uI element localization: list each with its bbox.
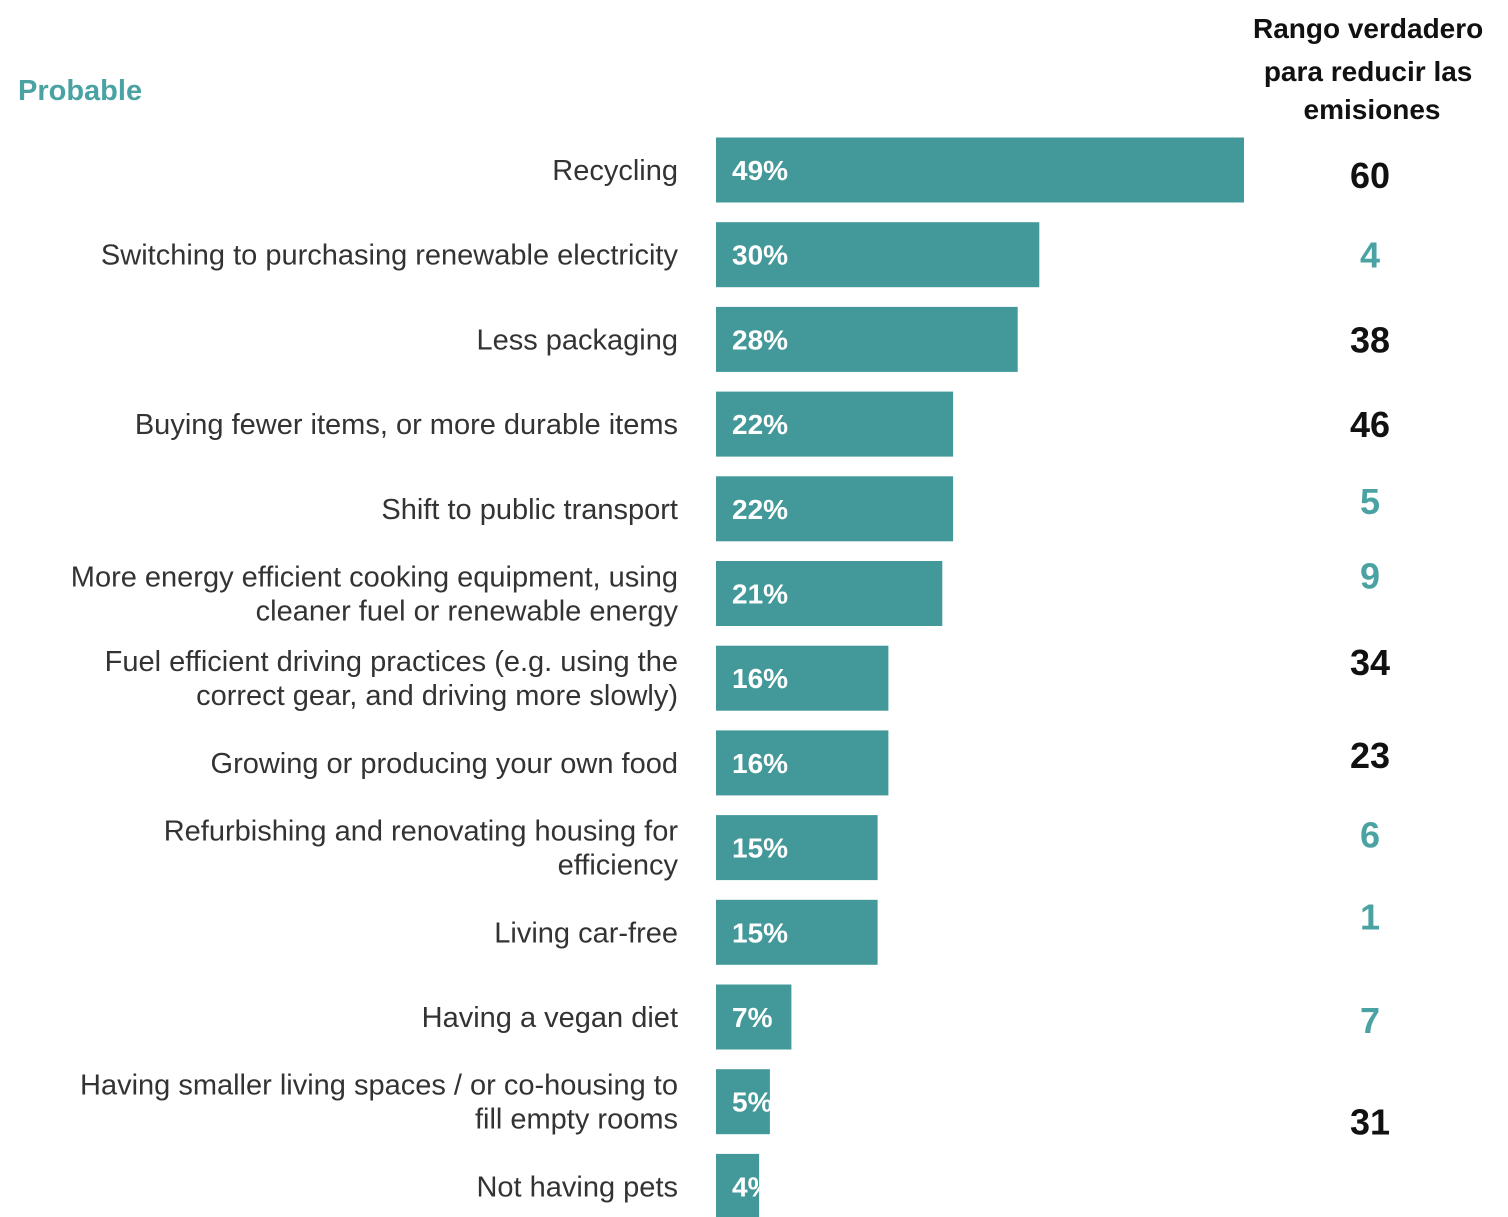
bar-value-label: 21% bbox=[732, 579, 788, 610]
bar bbox=[716, 222, 1040, 288]
category-label-line: Having smaller living spaces / or co-hou… bbox=[80, 1070, 678, 1102]
bar-value-label: 4% bbox=[732, 1171, 773, 1202]
category-label-line: Buying fewer items, or more durable item… bbox=[135, 409, 678, 441]
category-label-line: Recycling bbox=[552, 155, 678, 187]
category-label-line: Shift to public transport bbox=[381, 494, 678, 526]
bar-row: Growing or producing your own food 16% 23 bbox=[211, 730, 1390, 796]
true-rank-label: 23 bbox=[1350, 735, 1390, 776]
category-label-line: Growing or producing your own food bbox=[211, 748, 678, 780]
bar-value-label: 15% bbox=[732, 833, 788, 864]
bar bbox=[716, 561, 943, 626]
true-rank-label: 7 bbox=[1360, 1000, 1380, 1041]
bar bbox=[716, 306, 1018, 372]
true-rank-label: 31 bbox=[1350, 1102, 1390, 1143]
bar-value-label: 7% bbox=[732, 1002, 773, 1033]
category-label-line: Fuel efficient driving practices (e.g. u… bbox=[105, 646, 678, 678]
category-label-line: fill empty rooms bbox=[475, 1104, 678, 1136]
category-label: Switching to purchasing renewable electr… bbox=[101, 240, 679, 272]
category-label: Fuel efficient driving practices (e.g. u… bbox=[105, 646, 678, 712]
category-label-line: Switching to purchasing renewable electr… bbox=[101, 240, 679, 272]
bar-value-label: 49% bbox=[732, 155, 788, 186]
bar-row: More energy efficient cooking equipment,… bbox=[71, 556, 1380, 628]
true-rank-label: 1 bbox=[1360, 896, 1380, 937]
category-label: Having a vegan diet bbox=[422, 1002, 678, 1034]
bar bbox=[716, 476, 954, 542]
category-label-line: Less packaging bbox=[476, 324, 678, 356]
category-label: Recycling bbox=[552, 155, 678, 187]
category-label: Refurbishing and renovating housing for e… bbox=[164, 816, 679, 882]
bar-value-label: 16% bbox=[732, 663, 788, 694]
category-label-line: efficiency bbox=[558, 850, 679, 882]
bar bbox=[716, 1069, 770, 1135]
bar-value-label: 30% bbox=[732, 240, 788, 271]
category-label: Growing or producing your own food bbox=[211, 748, 678, 780]
bar bbox=[716, 984, 792, 1050]
true-rank-label: 38 bbox=[1350, 319, 1390, 360]
category-label-line: Not having pets bbox=[476, 1171, 678, 1203]
bar-row: Shift to public transport 22% 5 bbox=[381, 476, 1380, 542]
bar bbox=[716, 815, 878, 881]
true-rank-label: 34 bbox=[1350, 642, 1390, 683]
category-label: Less packaging bbox=[476, 324, 678, 356]
category-label: Shift to public transport bbox=[381, 494, 678, 526]
bar bbox=[716, 1153, 760, 1217]
category-label-line: Living car-free bbox=[494, 917, 678, 949]
chart-rows: Recycling 49% 60 Switching to purchasing re… bbox=[71, 137, 1390, 1217]
category-label-line: cleaner fuel or renewable energy bbox=[256, 596, 679, 628]
category-label: Living car-free bbox=[494, 917, 678, 949]
bar-row: Fuel efficient driving practices (e.g. u… bbox=[105, 642, 1390, 712]
bar bbox=[716, 899, 878, 965]
bar-value-label: 22% bbox=[732, 494, 788, 525]
bar-row: Recycling 49% 60 bbox=[552, 137, 1390, 203]
bar bbox=[716, 645, 889, 711]
bar-row: Less packaging 28% 38 bbox=[476, 306, 1390, 372]
true-rank-label: 46 bbox=[1350, 404, 1390, 445]
bar-row: Having smaller living spaces / or co-hou… bbox=[80, 1069, 1390, 1143]
bar-row: Living car-free 15% 1 bbox=[494, 896, 1380, 965]
bar-value-label: 15% bbox=[732, 917, 788, 948]
bar-row: Refurbishing and renovating housing for e… bbox=[164, 815, 1380, 882]
category-label-line: Having a vegan diet bbox=[422, 1002, 678, 1034]
category-label: Buying fewer items, or more durable item… bbox=[135, 409, 678, 441]
category-label-line: correct gear, and driving more slowly) bbox=[196, 680, 678, 712]
category-label: More energy efficient cooking equipment,… bbox=[71, 562, 679, 628]
rank-header-line: emisiones bbox=[1304, 94, 1441, 125]
true-rank-label: 5 bbox=[1360, 481, 1380, 522]
bar-value-label: 5% bbox=[732, 1087, 773, 1118]
category-label-line: Refurbishing and renovating housing for bbox=[164, 816, 679, 848]
true-rank-label: 60 bbox=[1350, 155, 1390, 196]
rank-header-line: Rango verdadero bbox=[1253, 13, 1483, 44]
true-rank-label: 25 bbox=[1350, 1211, 1390, 1217]
rank-column-header: Rango verdadero para reducir las emision… bbox=[1253, 13, 1491, 125]
bar bbox=[716, 391, 954, 457]
bar-value-label: 16% bbox=[732, 748, 788, 779]
true-rank-label: 9 bbox=[1360, 556, 1380, 597]
bar bbox=[716, 730, 889, 796]
chart-title: Probable bbox=[18, 75, 142, 107]
true-rank-label: 6 bbox=[1360, 815, 1380, 856]
bar-row: Switching to purchasing renewable electr… bbox=[101, 222, 1380, 288]
category-label: Not having pets bbox=[476, 1171, 678, 1203]
rank-header-line: para reducir las bbox=[1264, 56, 1473, 87]
bar-row: Buying fewer items, or more durable item… bbox=[135, 391, 1390, 457]
category-label-line: More energy efficient cooking equipment,… bbox=[71, 562, 678, 594]
true-rank-label: 4 bbox=[1360, 235, 1380, 276]
bar-value-label: 22% bbox=[732, 409, 788, 440]
bar-value-label: 28% bbox=[732, 324, 788, 355]
bar-row: Not having pets 4% 25 bbox=[476, 1153, 1390, 1217]
bar-row: Having a vegan diet 7% 7 bbox=[422, 984, 1380, 1050]
bar bbox=[716, 137, 1244, 203]
category-label: Having smaller living spaces / or co-hou… bbox=[80, 1070, 678, 1136]
